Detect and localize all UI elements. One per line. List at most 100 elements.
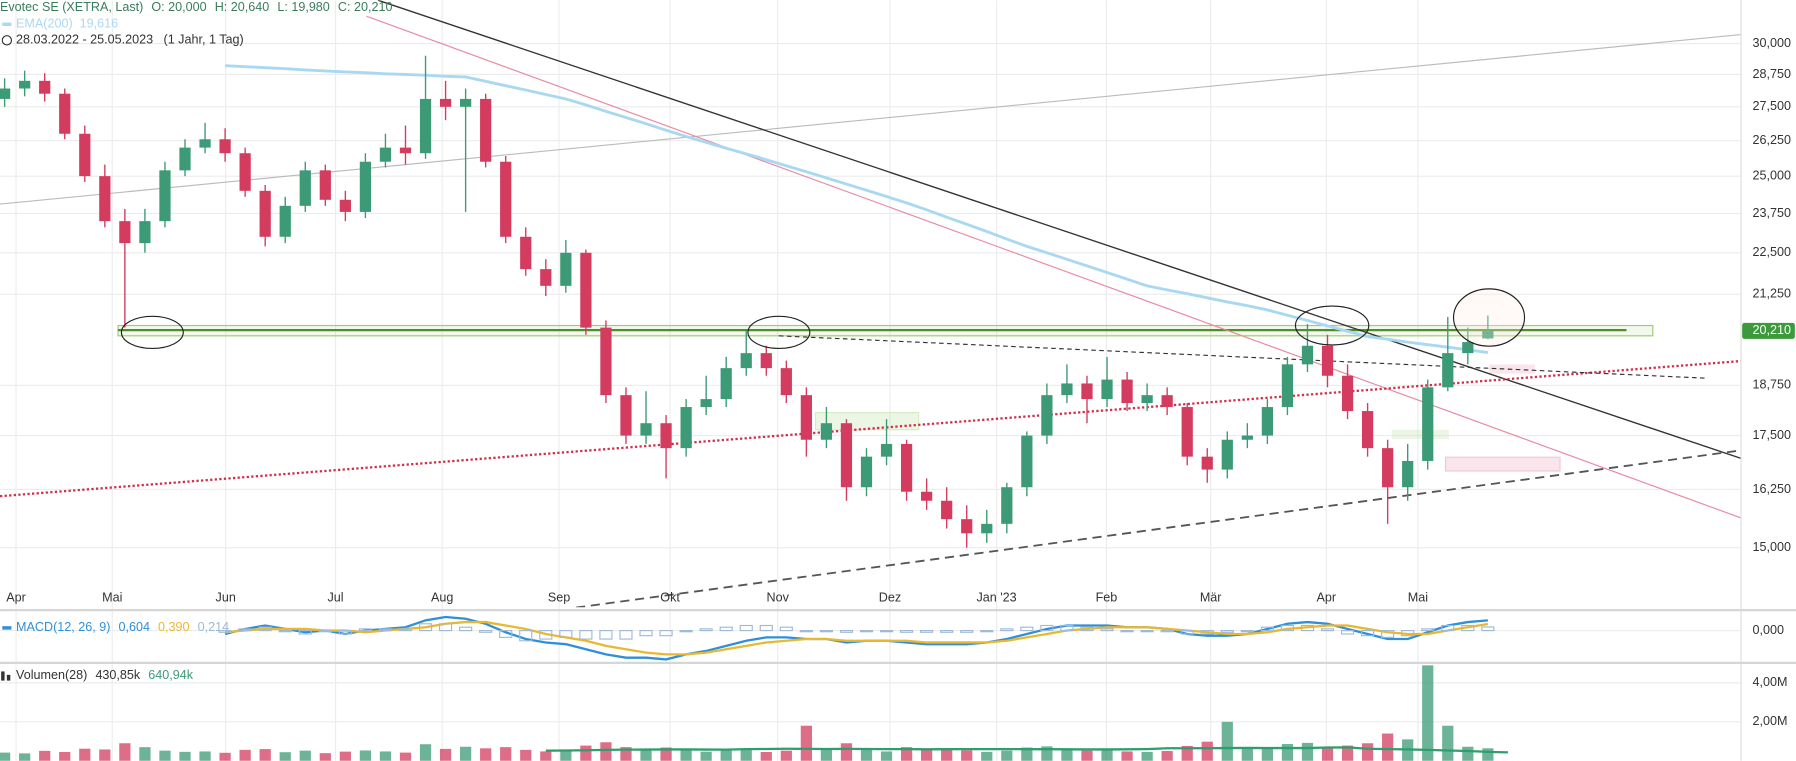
volume-bar <box>259 749 271 761</box>
bar-icon <box>6 674 11 681</box>
ellipse <box>120 315 184 350</box>
histogram-bar <box>318 630 332 633</box>
volume-bar <box>600 742 612 761</box>
candle-body <box>900 443 913 492</box>
volume-bar <box>159 750 171 761</box>
histogram-bar <box>278 630 292 633</box>
legend-value: 0,390 <box>158 620 189 634</box>
price-marker <box>1742 322 1795 339</box>
volume-bar <box>1422 665 1434 761</box>
volume-bar <box>19 753 31 761</box>
candle-body <box>1161 395 1173 408</box>
macd-legend: MACD(12, 26, 9) 0,604 0,390 0,214 <box>16 620 229 634</box>
histogram-bar <box>418 623 433 632</box>
volume-bar <box>319 753 331 761</box>
histogram-bar <box>459 626 473 632</box>
legend-value: 0,604 <box>118 620 149 634</box>
histogram-bar <box>1300 624 1315 632</box>
quote: H: 20,640 <box>215 1 270 15</box>
histogram-bar <box>1441 624 1455 632</box>
trend-line <box>366 15 1742 519</box>
histogram-bar <box>779 626 793 632</box>
histogram-bar <box>338 630 352 635</box>
histogram-bar <box>679 630 693 633</box>
volume-bar <box>620 747 632 761</box>
clock-icon <box>1 35 13 46</box>
volume-average <box>545 746 1508 754</box>
y-tick-label: 16,250 <box>1752 482 1790 496</box>
candle-body <box>800 395 812 440</box>
ellipse <box>1294 305 1370 346</box>
histogram-bar <box>378 628 393 632</box>
candle-body <box>419 98 432 154</box>
volume-bar <box>79 748 91 761</box>
volume-bar <box>520 749 532 761</box>
histogram-bar <box>579 630 593 640</box>
candle-body <box>219 139 231 154</box>
candle-body <box>1402 460 1414 488</box>
histogram-bar <box>1160 630 1174 633</box>
candle-body <box>1462 342 1474 354</box>
x-tick-label: Okt <box>660 590 680 604</box>
volume-bar <box>179 751 191 761</box>
x-tick-label: Jan '23 <box>977 590 1017 604</box>
candle-body <box>179 147 191 171</box>
candle-body <box>1021 435 1033 488</box>
candle-body <box>239 153 251 191</box>
x-tick-label: Nov <box>767 590 790 604</box>
x-tick-label: Jul <box>327 590 343 604</box>
histogram-bar <box>819 630 833 633</box>
histogram-bar <box>258 626 272 632</box>
histogram-bar <box>759 624 773 632</box>
trend-line <box>377 0 1742 460</box>
candle-body <box>680 407 692 449</box>
histogram-bar <box>739 624 753 632</box>
legend-value: 19,616 <box>80 17 118 31</box>
volume-bar <box>339 751 351 761</box>
candle-body <box>319 170 331 200</box>
volume-bar <box>560 750 572 761</box>
candle-body <box>620 395 632 436</box>
histogram-bar <box>859 630 874 633</box>
histogram-bar <box>1220 630 1234 633</box>
volume-bar <box>1462 746 1474 761</box>
histogram-bar <box>1120 630 1134 633</box>
candle-body <box>99 176 111 222</box>
histogram-bar <box>559 630 573 638</box>
zone <box>1391 429 1449 439</box>
histogram-bar <box>599 630 613 640</box>
volume-bar <box>1241 748 1253 761</box>
volume-bar <box>1261 747 1273 761</box>
trend-line <box>778 335 1707 379</box>
legend-name: EMA(200) <box>16 17 73 31</box>
candle-body <box>1442 353 1454 388</box>
candle-body <box>1361 411 1374 449</box>
volume-bar <box>1281 744 1294 761</box>
candle-body <box>1101 379 1113 400</box>
histogram-bar <box>1340 630 1355 635</box>
histogram-bar <box>1040 624 1054 632</box>
quote: C: 20,210 <box>338 1 393 15</box>
volume-bar <box>880 751 893 761</box>
candle-body <box>480 98 492 162</box>
candle-body <box>1221 439 1233 470</box>
legend: EMA(200) 19,616 <box>16 17 118 31</box>
volume-bar <box>1201 741 1213 761</box>
candle-body <box>961 519 973 534</box>
candle-body <box>379 147 392 162</box>
histogram-bar <box>1381 630 1395 638</box>
candle-body <box>119 221 131 244</box>
candle-body <box>1482 330 1494 339</box>
volume-bar <box>239 749 251 761</box>
period-note: (1 Jahr, 1 Tag) <box>164 33 244 47</box>
volume-bar <box>99 749 111 761</box>
volume-bar <box>820 748 833 761</box>
histogram-bar <box>479 630 493 633</box>
volume-bar <box>1101 748 1113 761</box>
volume-bar <box>419 744 432 761</box>
histogram-bar <box>639 630 653 637</box>
volume-bar <box>0 752 11 761</box>
histogram-bar <box>1200 630 1214 635</box>
candle-body <box>279 205 291 237</box>
